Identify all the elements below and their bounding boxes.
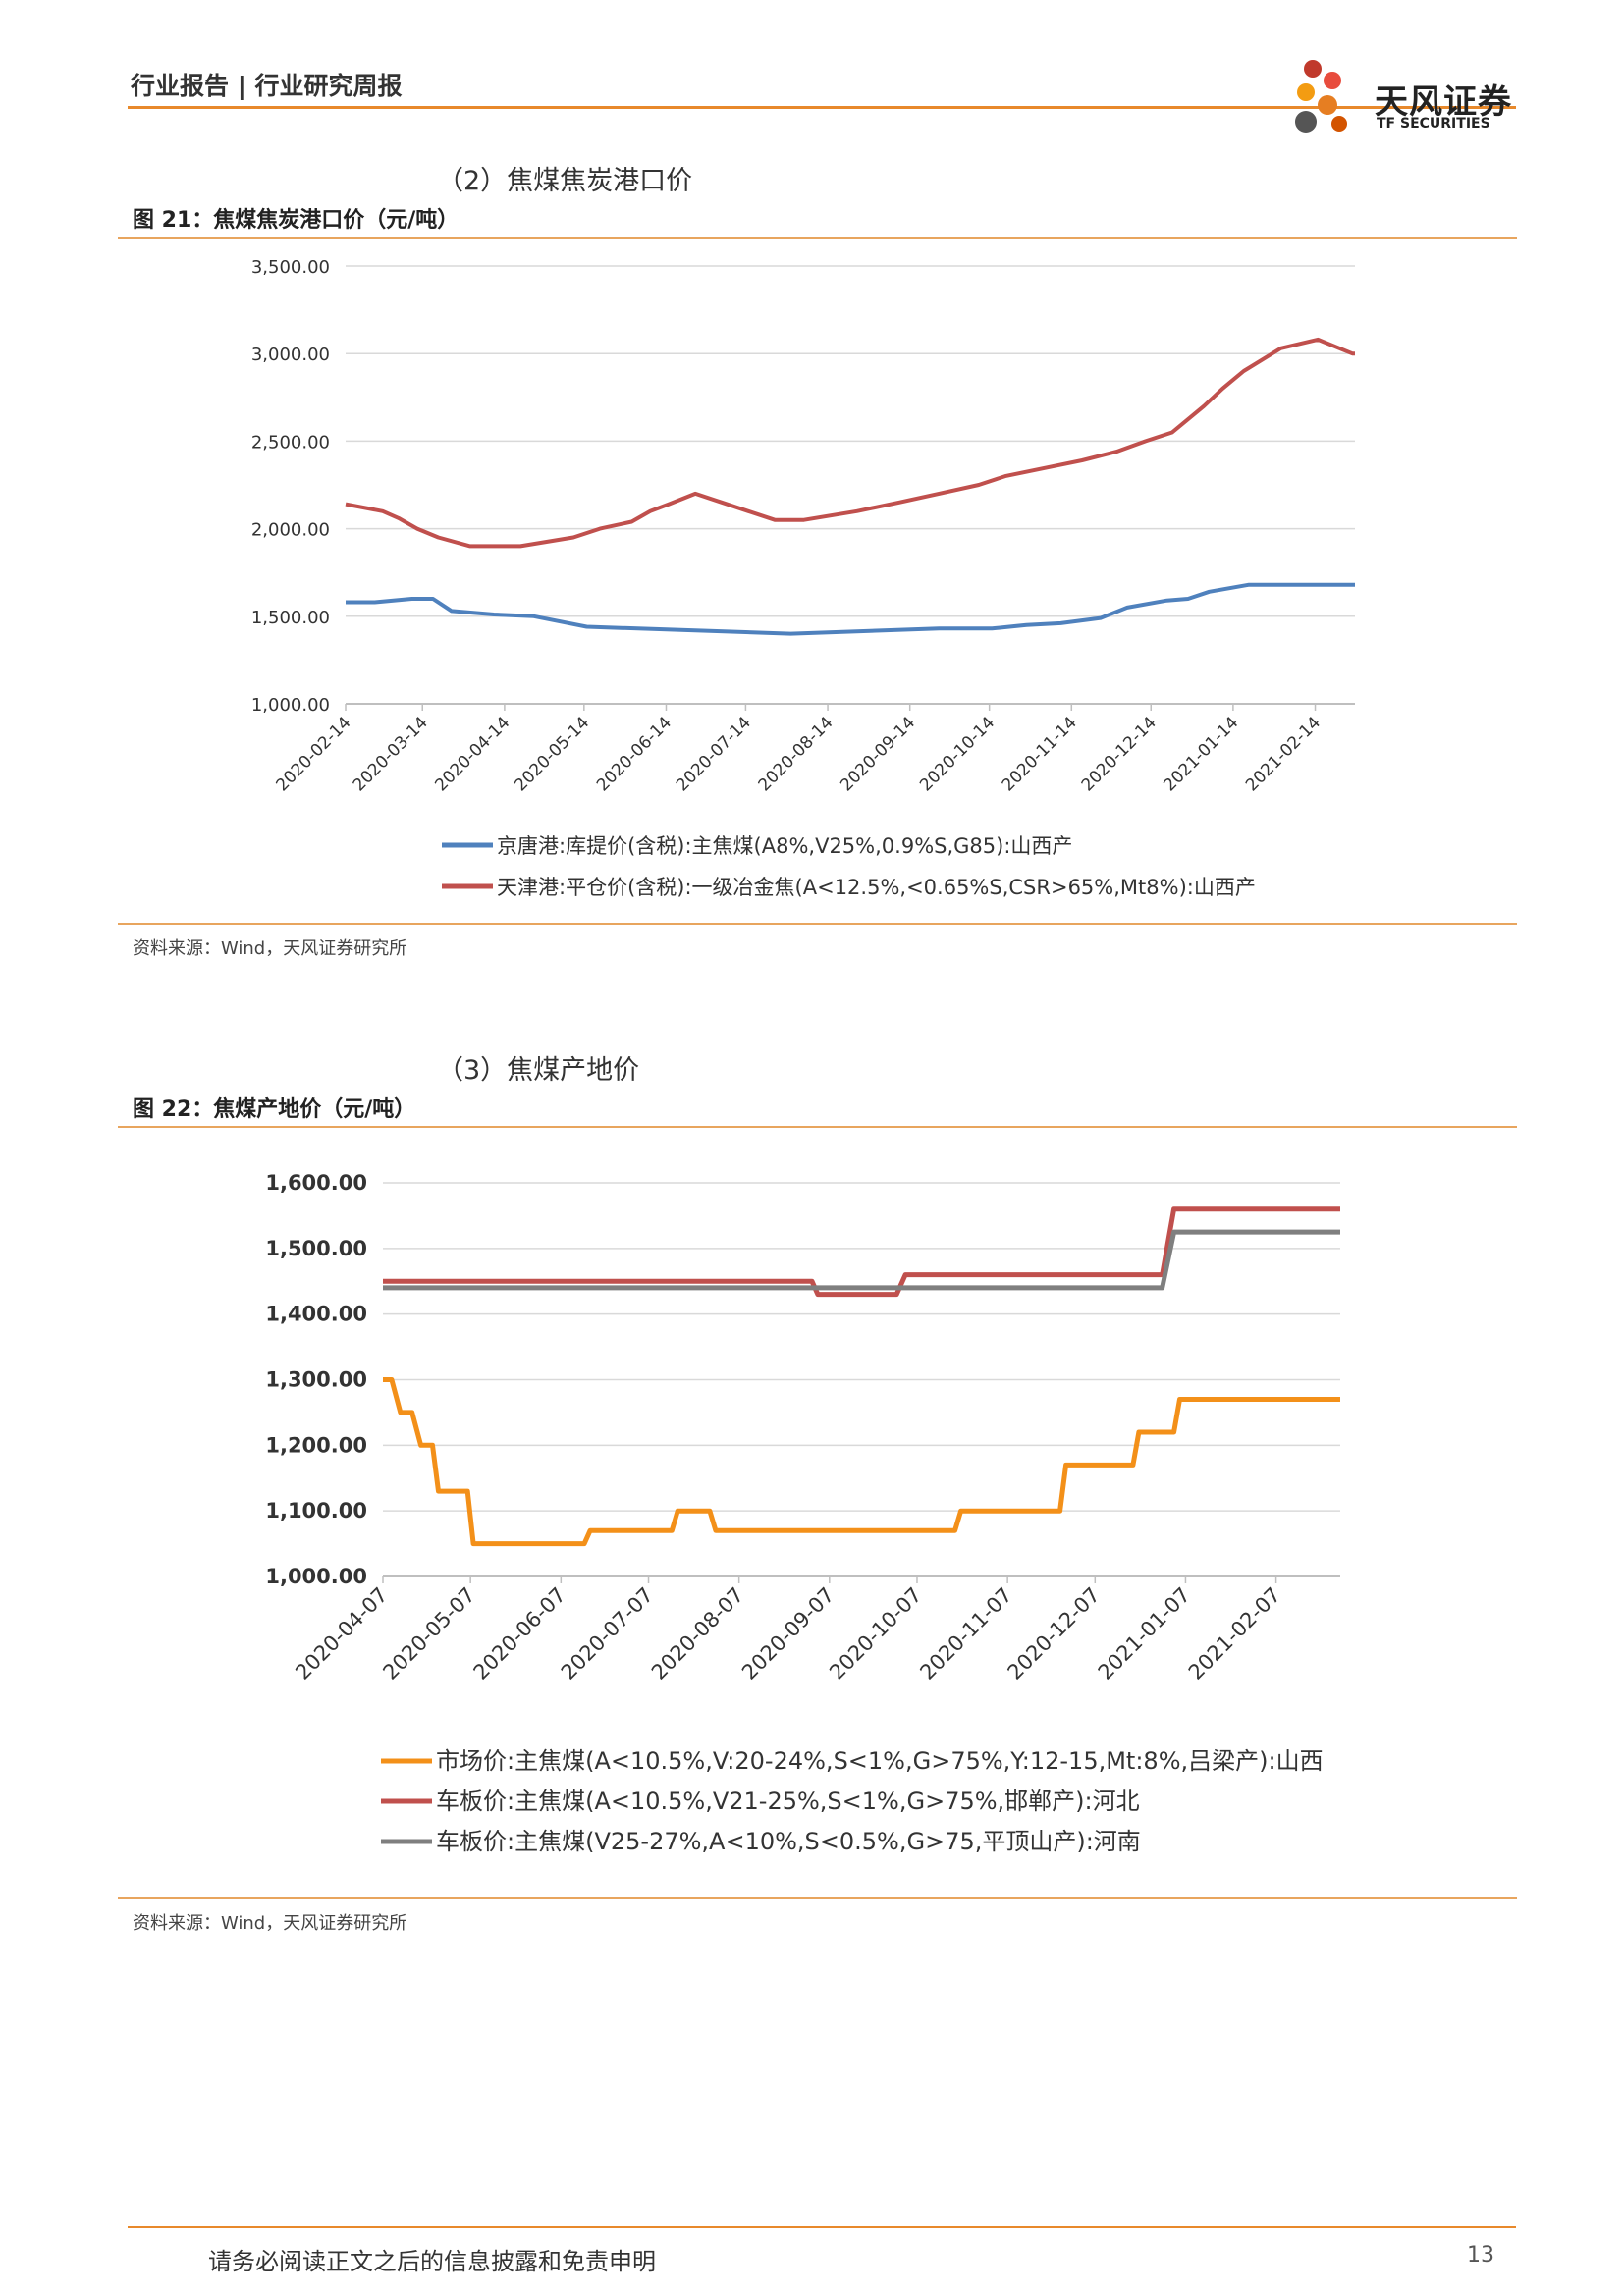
x-tick-label: 2020-12-07 xyxy=(1003,1583,1105,1684)
x-tick-label: 2021-02-07 xyxy=(1184,1583,1285,1684)
footer-divider xyxy=(128,2226,1516,2228)
y-tick-label: 1,200.00 xyxy=(265,1433,367,1457)
x-tick-label: 2020-08-14 xyxy=(755,713,838,795)
header-divider xyxy=(128,106,1516,109)
legend-label-1: 市场价:主焦煤(A<10.5%,V:20-24%,S<1%,G>75%,Y:12… xyxy=(436,1747,1324,1775)
y-tick-label: 1,600.00 xyxy=(265,1171,367,1195)
section-title-port-price: （2）焦煤焦炭港口价 xyxy=(437,166,693,196)
x-tick-label: 2020-06-14 xyxy=(593,713,676,795)
chart-origin-price: 1,000.00 1,100.00 1,200.00 1,300.00 1,400.00… xyxy=(265,1171,1340,1855)
y-tick-label: 1,400.00 xyxy=(265,1303,367,1326)
figure-22-top-rule xyxy=(118,1126,1517,1128)
y-tick-label: 2,000.00 xyxy=(251,520,330,541)
figure-21-top-rule xyxy=(118,237,1517,239)
y-tick-label: 1,000.00 xyxy=(251,695,330,716)
x-tick-label: 2020-06-07 xyxy=(469,1583,570,1684)
x-tick-label: 2020-11-07 xyxy=(915,1583,1016,1684)
footer-disclaimer: 请务必阅读正文之后的信息披露和免责申明 xyxy=(208,2248,656,2275)
x-tick-label: 2020-12-14 xyxy=(1078,713,1161,795)
y-tick-label: 3,000.00 xyxy=(251,345,330,365)
x-tick-label: 2020-07-14 xyxy=(673,713,755,795)
figure-21-title: 图 21：焦煤焦炭港口价（元/吨） xyxy=(133,208,460,233)
figure-22-source: 资料来源：Wind，天风证券研究所 xyxy=(133,1913,407,1934)
x-tick-label: 2021-01-07 xyxy=(1094,1583,1195,1684)
chart1-series-line-2 xyxy=(345,337,1355,549)
chart2-series-line-1 xyxy=(383,1377,1340,1547)
legend-label-2: 天津港:平仓价(含税):一级冶金焦(A<12.5%,<0.65%S,CSR>65… xyxy=(497,876,1256,899)
x-tick-label: 2020-11-14 xyxy=(999,713,1081,795)
x-tick-label: 2020-04-07 xyxy=(291,1583,392,1684)
logo-text-cn: 天风证券 xyxy=(1375,82,1512,122)
legend-label-2: 车板价:主焦煤(A<10.5%,V21-25%,S<1%,G>75%,邯郸产):… xyxy=(436,1788,1140,1815)
x-tick-label: 2020-10-07 xyxy=(825,1583,926,1684)
chart2-series-line-2 xyxy=(383,1206,1340,1298)
section-title-origin-price: （3）焦煤产地价 xyxy=(437,1055,640,1086)
x-tick-label: 2020-09-07 xyxy=(737,1583,839,1684)
x-tick-label: 2020-07-07 xyxy=(557,1583,658,1684)
chart1-series-line-1 xyxy=(346,582,1355,636)
x-tick-label: 2020-02-14 xyxy=(273,713,355,795)
x-tick-label: 2020-03-14 xyxy=(350,713,432,795)
y-tick-label: 1,500.00 xyxy=(251,608,330,628)
logo-text-en: TF SECURITIES xyxy=(1377,116,1490,132)
chart-port-price: 1,000.00 1,500.00 2,000.00 2,500.00 3,000.00… xyxy=(251,257,1355,899)
y-tick-label: 1,000.00 xyxy=(265,1565,367,1588)
x-tick-label: 2020-08-07 xyxy=(647,1583,748,1684)
y-tick-label: 1,300.00 xyxy=(265,1368,367,1392)
report-category: 行业报告 | 行业研究周报 xyxy=(131,72,403,100)
chart2-series-line-3 xyxy=(383,1229,1340,1291)
y-tick-label: 2,500.00 xyxy=(251,432,330,453)
figure-21-bottom-rule xyxy=(118,923,1517,925)
x-tick-label: 2020-05-07 xyxy=(378,1583,479,1684)
legend-label-1: 京唐港:库提价(含税):主焦煤(A8%,V25%,0.9%S,G85):山西产 xyxy=(497,834,1072,858)
figure-22-bottom-rule xyxy=(118,1897,1517,1899)
x-tick-label: 2021-02-14 xyxy=(1242,713,1325,795)
figure-21-source: 资料来源：Wind，天风证券研究所 xyxy=(133,938,407,959)
x-tick-label: 2020-10-14 xyxy=(916,713,999,795)
x-tick-label: 2020-05-14 xyxy=(511,713,593,795)
page-number: 13 xyxy=(1467,2243,1494,2268)
y-tick-label: 1,100.00 xyxy=(265,1499,367,1522)
x-tick-label: 2020-04-14 xyxy=(431,713,514,795)
y-tick-label: 1,500.00 xyxy=(265,1237,367,1260)
x-tick-label: 2021-01-14 xyxy=(1160,713,1242,795)
legend-label-3: 车板价:主焦煤(V25-27%,A<10%,S<0.5%,G>75,平顶山产):… xyxy=(436,1828,1141,1855)
figure-22-title: 图 22：焦煤产地价（元/吨） xyxy=(133,1097,416,1122)
tf-securities-logo xyxy=(1295,60,1347,133)
y-tick-label: 3,500.00 xyxy=(251,257,330,278)
x-tick-label: 2020-09-14 xyxy=(837,713,919,795)
